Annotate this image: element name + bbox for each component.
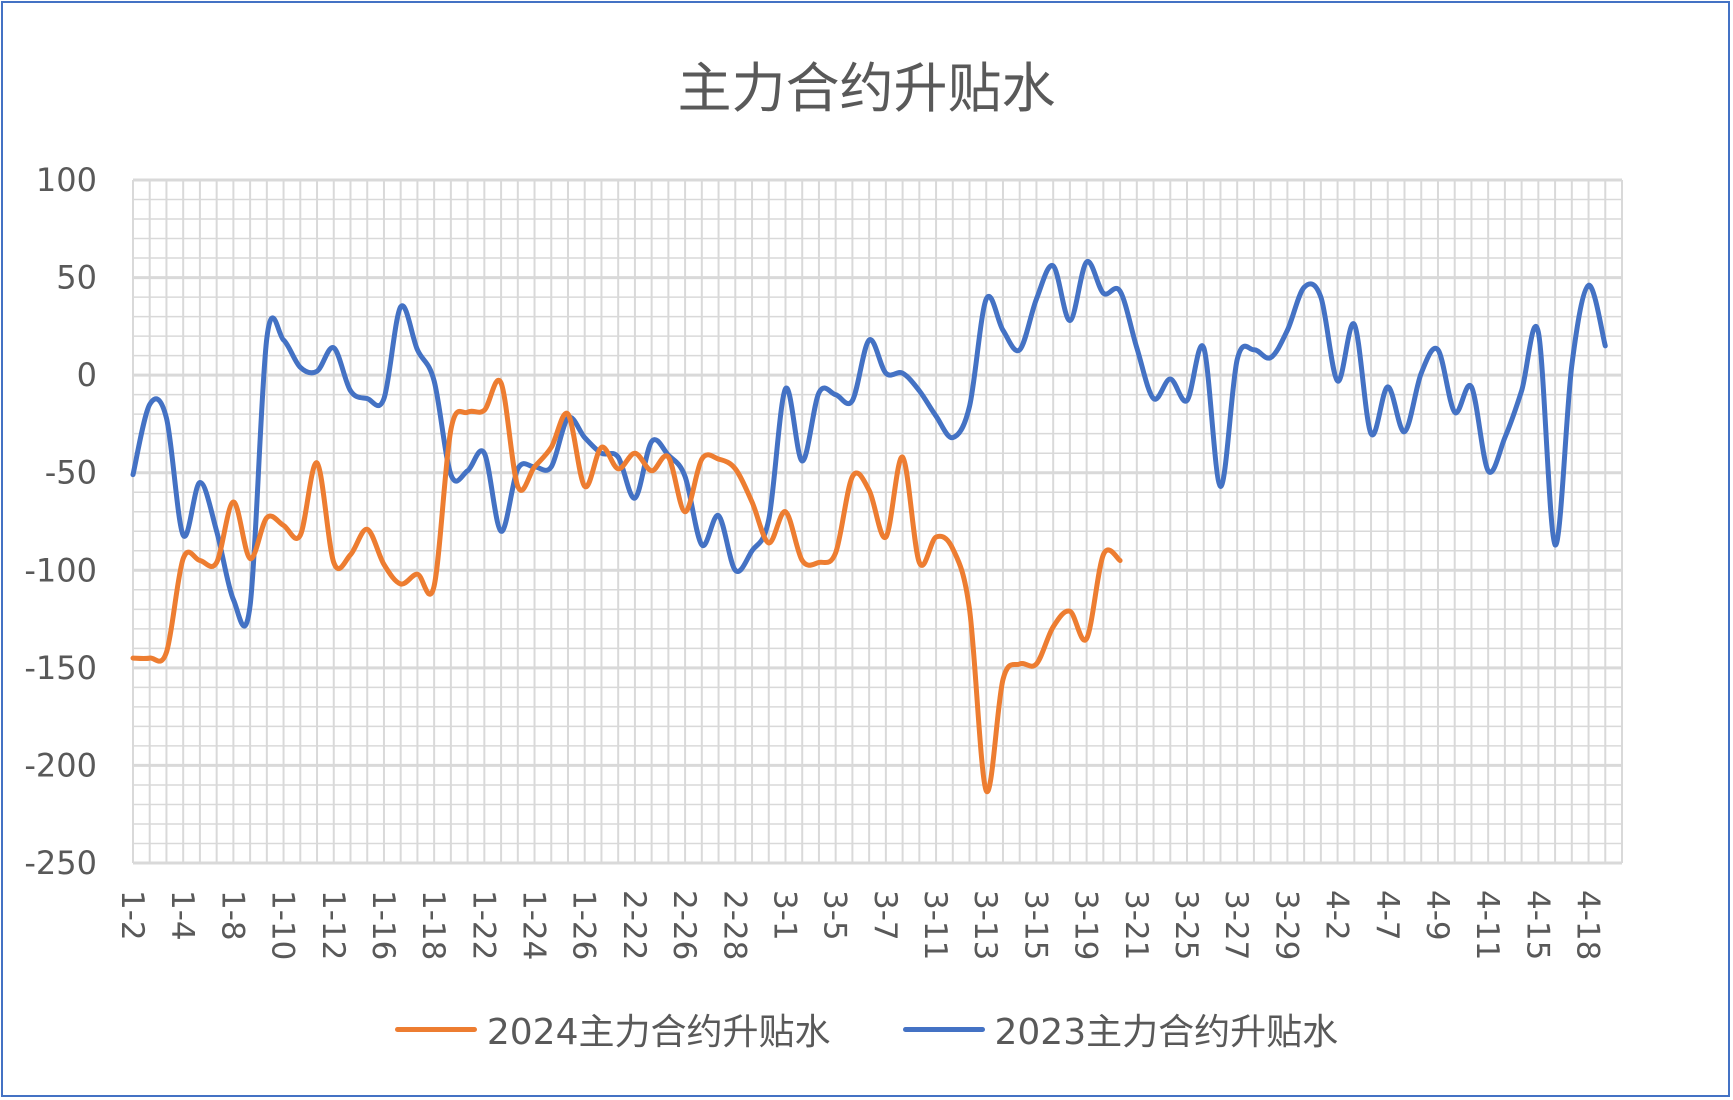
legend: 2024主力合约升贴水 2023主力合约升贴水	[0, 1003, 1733, 1055]
series-line-2023	[130, 259, 1608, 629]
x-tick-label: 1-18	[415, 890, 451, 960]
legend-item-2024: 2024主力合约升贴水	[394, 1003, 831, 1055]
x-tick-label: 3-21	[1118, 890, 1154, 960]
x-tick-label: 3-19	[1068, 890, 1104, 960]
x-tick-label: 2-26	[666, 890, 702, 960]
y-tick-label: 100	[36, 161, 97, 199]
y-tick-label: -150	[24, 649, 97, 687]
x-tick-label: 2-22	[616, 890, 652, 960]
x-tick-label: 4-11	[1469, 890, 1505, 960]
x-tick-label: 1-12	[315, 890, 351, 960]
x-tick-label: 4-9	[1419, 890, 1455, 941]
legend-item-2023: 2023主力合约升贴水	[902, 1003, 1339, 1055]
x-tick-label: 4-18	[1570, 890, 1606, 960]
x-tick-label: 3-15	[1017, 890, 1053, 960]
x-tick-label: 3-13	[967, 890, 1003, 960]
y-tick-label: -250	[24, 844, 97, 882]
grid	[132, 178, 1623, 865]
x-tick-label: 1-10	[265, 890, 301, 960]
x-tick-label: 1-16	[365, 890, 401, 960]
x-tick-label: 4-15	[1519, 890, 1555, 960]
legend-label-2024: 2024主力合约升贴水	[486, 1012, 831, 1053]
y-tick-label: -200	[24, 746, 97, 784]
x-axis: 1-2 1-4 1-8 1-10 1-12 1-16 1-18 1-22 1-24 1-26 2-2…	[114, 890, 1606, 960]
series-lines	[130, 259, 1608, 794]
x-tick-label: 1-2	[114, 890, 150, 941]
x-tick-label: 1-8	[214, 890, 250, 941]
x-tick-label: 4-2	[1319, 890, 1355, 941]
series-line-2024	[130, 377, 1123, 794]
x-tick-label: 2-28	[716, 890, 752, 960]
y-tick-label: 50	[56, 259, 97, 297]
y-tick-label: 0	[77, 356, 97, 394]
x-tick-label: 3-25	[1168, 890, 1204, 960]
x-tick-label: 3-27	[1218, 890, 1254, 960]
y-tick-label: -100	[24, 551, 97, 589]
x-tick-label: 3-11	[917, 890, 953, 960]
x-tick-label: 3-7	[867, 890, 903, 941]
y-axis: 100 50 0 -50 -100 -150 -200 -250	[24, 161, 97, 882]
legend-label-2023: 2023主力合约升贴水	[994, 1012, 1339, 1053]
y-tick-label: -50	[45, 454, 97, 492]
x-tick-label: 3-1	[766, 890, 802, 941]
x-tick-label: 1-4	[164, 890, 200, 941]
x-tick-label: 1-24	[516, 890, 552, 960]
legend-swatch-2024	[394, 1026, 477, 1032]
chart-title: 主力合约升贴水	[677, 57, 1056, 120]
x-tick-label: 4-7	[1369, 890, 1405, 941]
x-tick-label: 3-29	[1268, 890, 1304, 960]
x-tick-label: 3-5	[817, 890, 853, 941]
x-tick-label: 1-26	[566, 890, 602, 960]
legend-swatch-2023	[902, 1026, 985, 1032]
x-tick-label: 1-22	[465, 890, 501, 960]
